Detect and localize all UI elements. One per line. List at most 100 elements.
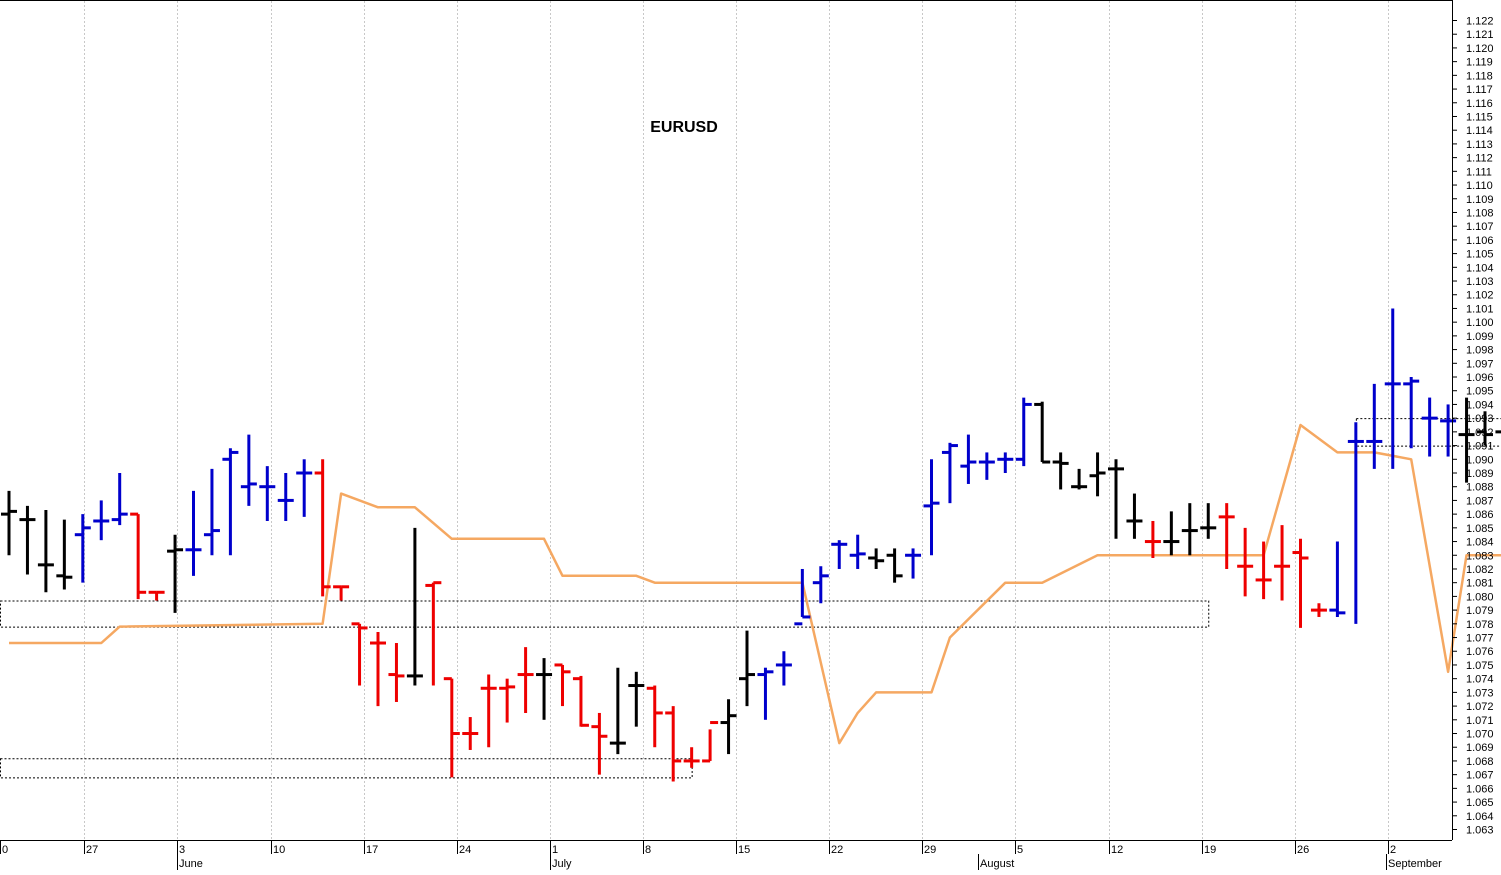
y-tick-label: 1.066 (1466, 783, 1494, 795)
ohlc-bar (1495, 432, 1501, 439)
ohlc-bar (1256, 542, 1272, 600)
ohlc-bar (850, 535, 866, 569)
ohlc-bar (1163, 511, 1179, 555)
y-tick-label: 1.116 (1466, 98, 1493, 110)
ohlc-bar (1182, 503, 1198, 555)
y-tick-label: 1.098 (1466, 345, 1494, 357)
ohlc-bar (56, 520, 72, 590)
ohlc-bar (278, 473, 294, 521)
y-tick-label: 1.077 (1466, 633, 1494, 645)
ohlc-bar (924, 459, 940, 555)
x-tick-label: 24 (459, 844, 471, 856)
ohlc-bar (149, 592, 165, 600)
y-tick-label: 1.118 (1466, 70, 1493, 82)
ohlc-bar (868, 548, 884, 569)
y-tick-label: 1.092 (1466, 427, 1494, 439)
y-tick-label: 1.113 (1466, 139, 1493, 151)
y-tick-label: 1.082 (1466, 564, 1494, 576)
y-tick-label: 1.075 (1466, 660, 1494, 672)
ohlc-bar (628, 672, 644, 727)
y-tick-label: 1.089 (1466, 468, 1494, 480)
ohlc-bar (296, 459, 312, 517)
ohlc-bar (204, 469, 220, 555)
y-tick-label: 1.067 (1466, 770, 1494, 782)
x-tick-label: 10 (273, 844, 285, 856)
y-tick-label: 1.065 (1466, 797, 1494, 809)
x-tick-label: 2 (1390, 844, 1396, 856)
ohlc-bar (130, 514, 146, 599)
ohlc-bar (462, 717, 478, 750)
ohlc-bar (739, 631, 755, 706)
ohlc-bar (241, 435, 257, 506)
y-tick-label: 1.064 (1466, 811, 1494, 823)
ohlc-bar (499, 679, 515, 723)
y-tick-label: 1.122 (1466, 16, 1494, 28)
y-tick-label: 1.117 (1466, 84, 1493, 96)
x-tick-label: 27 (86, 844, 98, 856)
y-tick-label: 1.074 (1466, 674, 1494, 686)
y-tick-label: 1.109 (1466, 194, 1494, 206)
y-tick-label: 1.108 (1466, 207, 1494, 219)
ohlc-bar (831, 540, 847, 569)
y-tick-label: 1.106 (1466, 235, 1494, 247)
y-tick-label: 1.095 (1466, 386, 1494, 398)
support-resistance-zone (1, 601, 1209, 627)
ohlc-bar (1237, 528, 1253, 597)
ohlc-bar (1366, 384, 1382, 469)
y-tick-label: 1.091 (1466, 441, 1494, 453)
month-label: September (1388, 858, 1442, 870)
y-tick-label: 1.078 (1466, 619, 1494, 631)
y-tick-label: 1.093 (1466, 413, 1494, 425)
ohlc-bar (1034, 402, 1050, 462)
y-tick-label: 1.097 (1466, 358, 1494, 370)
y-tick-label: 1.079 (1466, 605, 1494, 617)
ohlc-bar (352, 624, 368, 686)
ohlc-bar (757, 668, 773, 720)
ohlc-bar (794, 569, 810, 624)
ohlc-bar (75, 514, 91, 583)
ohlc-bar (960, 435, 976, 484)
ohlc-bar (1053, 452, 1069, 489)
ohlc-bar (186, 491, 202, 576)
ohlc-bar (518, 647, 534, 713)
ohlc-bar (370, 632, 386, 706)
x-tick-label: 17 (366, 844, 378, 856)
ohlc-bar (647, 686, 663, 748)
y-tick-label: 1.084 (1466, 537, 1494, 549)
y-tick-label: 1.073 (1466, 687, 1494, 699)
ohlc-bar (1311, 603, 1327, 617)
y-tick-label: 1.100 (1466, 317, 1494, 329)
ohlc-bar (684, 747, 700, 768)
ohlc-bar (1440, 404, 1456, 456)
y-tick-label: 1.121 (1466, 29, 1494, 41)
ohlc-bar (1071, 469, 1087, 490)
y-tick-label: 1.072 (1466, 701, 1494, 713)
y-tick-label: 1.063 (1466, 825, 1494, 837)
x-tick-label: 26 (1297, 844, 1309, 856)
y-tick-label: 1.102 (1466, 290, 1494, 302)
y-tick-label: 1.083 (1466, 550, 1494, 562)
x-tick-label: 29 (924, 844, 936, 856)
y-tick-label: 1.087 (1466, 495, 1494, 507)
grid-layer (85, 1, 1389, 840)
ohlc-bar (1016, 398, 1032, 467)
ohlc-bar (425, 583, 441, 686)
ohlc-bar (1403, 377, 1419, 448)
y-tick-label: 1.112 (1466, 153, 1493, 165)
ohlc-bar (997, 452, 1013, 473)
y-tick-label: 1.105 (1466, 249, 1494, 261)
y-tick-label: 1.090 (1466, 454, 1494, 466)
y-tick-label: 1.101 (1466, 303, 1494, 315)
ohlc-bar (813, 566, 829, 603)
ohlc-bar (536, 658, 552, 720)
ohlc-bar (1274, 525, 1290, 600)
y-tick-label: 1.081 (1466, 578, 1494, 590)
x-tick-label: 3 (179, 844, 185, 856)
ohlc-bar (1219, 503, 1235, 569)
ohlc-bar (112, 473, 128, 525)
y-tick-label: 1.080 (1466, 591, 1494, 603)
ohlc-bar (573, 676, 589, 727)
ohlc-bar (591, 713, 607, 775)
